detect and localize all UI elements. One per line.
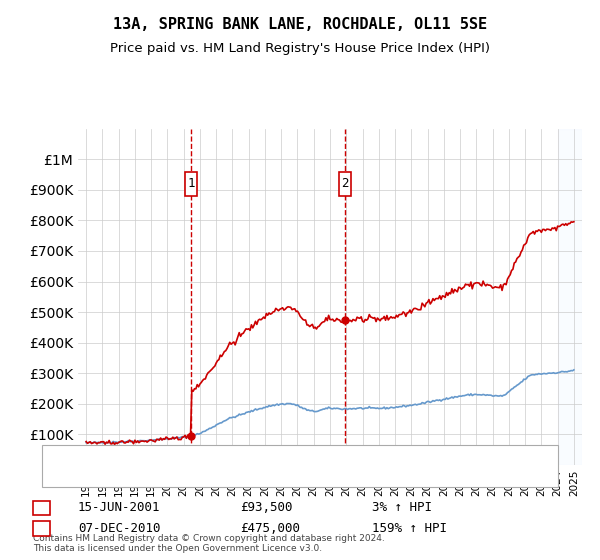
Text: 3% ↑ HPI: 3% ↑ HPI — [372, 501, 432, 515]
Text: HPI: Average price, detached house, Rochdale: HPI: Average price, detached house, Roch… — [84, 467, 341, 477]
Text: 15-JUN-2001: 15-JUN-2001 — [78, 501, 161, 515]
Text: 07-DEC-2010: 07-DEC-2010 — [78, 522, 161, 535]
FancyBboxPatch shape — [185, 171, 197, 196]
Text: 1: 1 — [38, 501, 45, 515]
Text: 13A, SPRING BANK LANE, ROCHDALE, OL11 5SE (detached house): 13A, SPRING BANK LANE, ROCHDALE, OL11 5S… — [84, 450, 453, 460]
Bar — [557, 129, 582, 465]
Text: £475,000: £475,000 — [240, 522, 300, 535]
Text: 2: 2 — [341, 178, 349, 190]
Text: 13A, SPRING BANK LANE, ROCHDALE, OL11 5SE: 13A, SPRING BANK LANE, ROCHDALE, OL11 5S… — [113, 17, 487, 32]
Text: 1: 1 — [187, 178, 195, 190]
Text: Contains HM Land Registry data © Crown copyright and database right 2024.
This d: Contains HM Land Registry data © Crown c… — [33, 534, 385, 553]
Text: Price paid vs. HM Land Registry's House Price Index (HPI): Price paid vs. HM Land Registry's House … — [110, 42, 490, 55]
Text: £93,500: £93,500 — [240, 501, 293, 515]
Text: 2: 2 — [38, 522, 45, 535]
Text: 159% ↑ HPI: 159% ↑ HPI — [372, 522, 447, 535]
FancyBboxPatch shape — [339, 171, 350, 196]
